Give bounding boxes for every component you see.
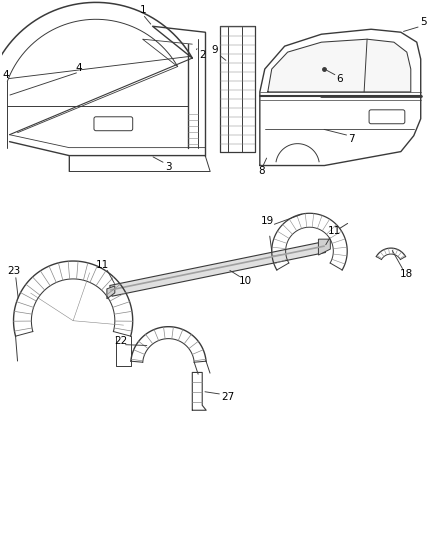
Text: 11: 11: [96, 260, 110, 270]
Text: 19: 19: [261, 216, 274, 226]
Text: 3: 3: [165, 161, 172, 172]
Text: 18: 18: [400, 269, 413, 279]
Polygon shape: [318, 239, 330, 255]
Text: 6: 6: [336, 74, 343, 84]
Polygon shape: [107, 286, 115, 299]
Text: 27: 27: [222, 392, 235, 402]
Polygon shape: [110, 242, 325, 296]
Text: 8: 8: [258, 166, 265, 176]
Text: 9: 9: [212, 45, 219, 55]
Text: 5: 5: [420, 17, 427, 27]
Text: 11: 11: [328, 226, 341, 236]
Text: 7: 7: [348, 134, 354, 144]
Text: 22: 22: [114, 336, 127, 345]
Polygon shape: [268, 39, 411, 92]
Text: 23: 23: [7, 266, 20, 276]
Text: 10: 10: [238, 276, 251, 286]
Text: 2: 2: [199, 50, 205, 60]
Text: 1: 1: [139, 5, 146, 15]
Text: 4: 4: [76, 63, 82, 73]
Text: 4: 4: [2, 70, 9, 80]
